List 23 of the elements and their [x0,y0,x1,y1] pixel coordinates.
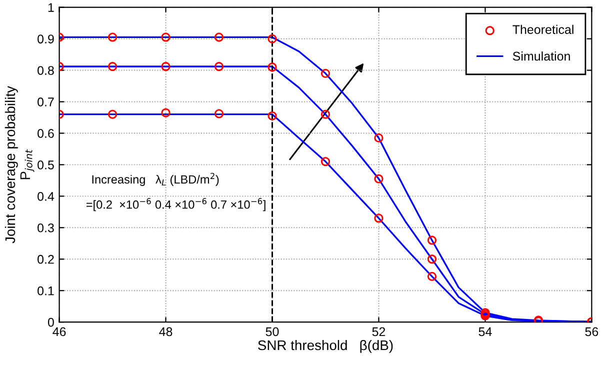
x-tick-label: 52 [372,327,386,336]
x-axis-title: SNR threshold β(dB) [258,340,393,353]
x-tick-label: 56 [585,327,598,336]
y-tick-label: 0.7 [38,98,54,106]
x-tick-label: 46 [52,327,66,336]
y-tick-label: 1 [48,3,54,12]
y-tick-label: 0.6 [38,129,54,138]
y-tick-label: 0.8 [38,66,54,75]
x-tick-label: 48 [159,327,172,336]
y-tick-label: 0.5 [38,160,54,170]
y-tick-label: 0 [48,318,54,327]
legend-label: Theoretical [512,24,574,34]
y-tick-label: 0.4 [38,192,54,201]
y-tick-label: 0.9 [38,34,54,44]
annotation: =[0.2 ×10$^{−6}$ 0.4 ×10$^{−6}$ 0.7 ×10$^{−6}$] [86,198,266,212]
x-tick-label: 50 [266,327,279,336]
legend-label: Simulation [512,51,570,61]
y-axis-title: Joint coverage probability P$_{joint}$ [4,86,34,244]
y-tick-label: 0.2 [38,254,54,264]
annotation: Increasing λ$_{L}$ (LBD/m$^{2}$) [92,172,219,186]
y-tick-label: 0.1 [38,286,54,296]
x-tick-label: 54 [478,327,492,336]
y-tick-label: 0.3 [38,223,54,232]
